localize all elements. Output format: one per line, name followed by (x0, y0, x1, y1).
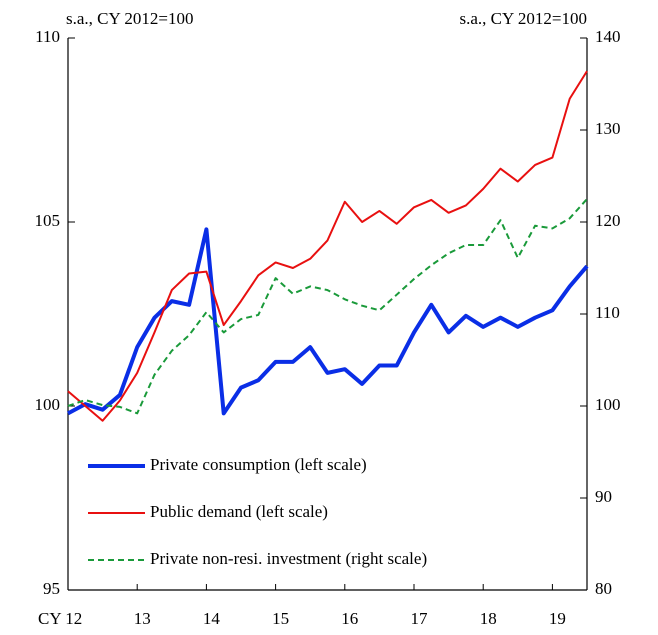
series-line (67, 198, 588, 415)
y2-tick-label: 80 (595, 579, 612, 598)
legend-label: Public demand (left scale) (150, 502, 328, 521)
series-line (67, 70, 588, 422)
right-axis-unit: s.a., CY 2012=100 (460, 9, 587, 28)
x-tick-label: CY 12 (38, 609, 82, 628)
legend-label: Private non-resi. investment (right scal… (150, 549, 427, 568)
x-tick-label: 17 (411, 609, 429, 628)
x-tick-label: 19 (549, 609, 566, 628)
y-tick-label: 95 (43, 579, 60, 598)
x-tick-label: 15 (272, 609, 289, 628)
y2-tick-label: 140 (595, 27, 621, 46)
left-axis-unit: s.a., CY 2012=100 (66, 9, 193, 28)
legend-label: Private consumption (left scale) (150, 455, 367, 474)
series-line (67, 227, 589, 416)
y-tick-label: 110 (35, 27, 60, 46)
x-tick-label: 16 (341, 609, 358, 628)
y2-tick-label: 130 (595, 119, 621, 138)
y2-tick-label: 90 (595, 487, 612, 506)
x-tick-label: 14 (203, 609, 221, 628)
y2-tick-label: 110 (595, 303, 620, 322)
y2-tick-label: 120 (595, 211, 621, 230)
y-tick-label: 100 (35, 395, 61, 414)
y-tick-label: 105 (35, 211, 61, 230)
y2-tick-label: 100 (595, 395, 621, 414)
x-tick-label: 18 (480, 609, 497, 628)
x-tick-label: 13 (134, 609, 151, 628)
